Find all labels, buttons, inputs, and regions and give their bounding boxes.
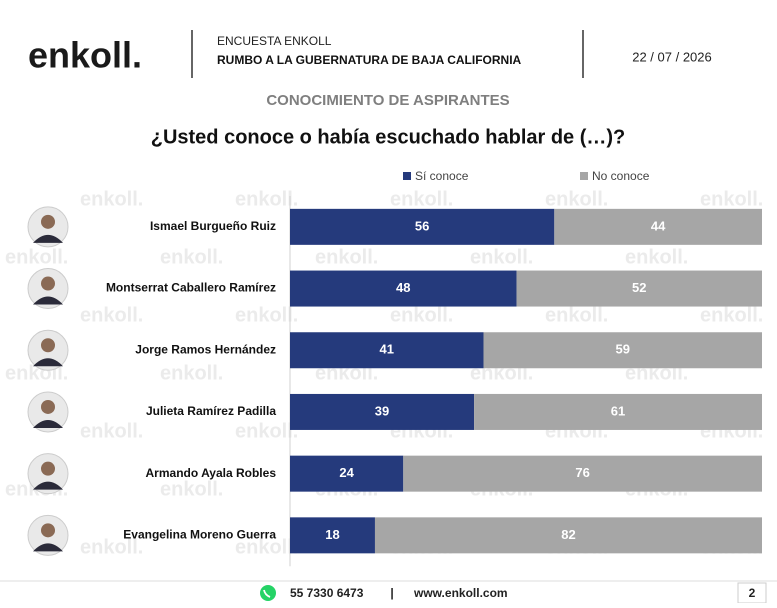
watermark: enkoll.: [700, 188, 763, 210]
watermark: enkoll.: [390, 304, 453, 326]
watermark: enkoll.: [160, 246, 223, 268]
value-label: 18: [325, 527, 339, 542]
value-label: 56: [415, 218, 429, 233]
bar-segment: [290, 270, 517, 307]
bar-segment: [483, 332, 762, 369]
category-label: Armando Ayala Robles: [146, 466, 277, 480]
bar-segment: [290, 517, 375, 554]
watermark: enkoll.: [315, 246, 378, 268]
watermark: enkoll.: [80, 188, 143, 210]
bar-segment: [516, 270, 762, 307]
value-label: 44: [651, 218, 666, 233]
website: www.enkoll.com: [413, 586, 508, 600]
photo-body: [33, 481, 63, 490]
chart-subtitle: ¿Usted conoce o había escuchado hablar d…: [151, 126, 626, 148]
photo-body: [33, 419, 63, 428]
legend-swatch: [580, 172, 588, 180]
bar-segment: [290, 208, 555, 245]
value-label: 48: [396, 280, 410, 295]
value-label: 61: [611, 403, 625, 418]
watermark: enkoll.: [235, 536, 298, 558]
legend-label: Sí conoce: [415, 169, 469, 183]
photo-head: [41, 338, 55, 353]
watermark: enkoll.: [160, 362, 223, 384]
bar-segment: [290, 332, 484, 369]
photo-head: [41, 461, 55, 476]
watermark: enkoll.: [235, 304, 298, 326]
watermark: enkoll.: [545, 304, 608, 326]
value-label: 76: [575, 465, 589, 480]
whatsapp-glyph: [263, 589, 271, 598]
legend-swatch: [403, 172, 411, 180]
bar-segment: [290, 455, 404, 492]
chart: Sí conoce No conoce Ismael Burgueño Ruiz 56…: [27, 169, 762, 567]
watermark: enkoll.: [80, 304, 143, 326]
watermark: enkoll.: [80, 536, 143, 558]
bar-segment: [290, 393, 475, 430]
photo-body: [33, 296, 63, 305]
value-label: 41: [380, 342, 394, 357]
watermark: enkoll.: [700, 304, 763, 326]
watermark: enkoll.: [5, 246, 68, 268]
watermark: enkoll.: [235, 188, 298, 210]
category-label: Montserrat Caballero Ramírez: [106, 281, 276, 295]
photo-head: [41, 399, 55, 414]
photo-body: [33, 234, 63, 243]
watermark: enkoll.: [625, 246, 688, 268]
photo-head: [41, 523, 55, 538]
watermark: enkoll.: [470, 246, 533, 268]
value-label: 52: [632, 280, 646, 295]
watermark: enkoll.: [80, 420, 143, 442]
category-label: Ismael Burgueño Ruiz: [150, 219, 276, 233]
photo-head: [41, 214, 55, 229]
value-label: 82: [561, 527, 575, 542]
bar-segment: [374, 517, 762, 554]
photo-head: [41, 276, 55, 291]
legend-label: No conoce: [592, 169, 650, 183]
category-label: Jorge Ramos Hernández: [135, 342, 276, 356]
separator: |: [390, 586, 393, 600]
date: 22 / 07 / 2026: [632, 49, 712, 64]
bar-segment: [403, 455, 762, 492]
page-number: 2: [749, 586, 756, 600]
value-label: 59: [616, 342, 630, 357]
phone: 55 7330 6473: [290, 586, 364, 600]
chart-title: CONOCIMIENTO DE ASPIRANTES: [266, 92, 509, 109]
logo: enkoll.: [28, 35, 142, 76]
value-label: 24: [339, 465, 354, 480]
watermark: enkoll.: [160, 478, 223, 500]
survey-label: ENCUESTA ENKOLL: [217, 34, 332, 48]
category-label: Julieta Ramírez Padilla: [146, 404, 276, 418]
survey-subtitle: RUMBO A LA GUBERNATURA DE BAJA CALIFORNI…: [217, 53, 522, 67]
whatsapp-icon: [260, 585, 276, 601]
watermark: enkoll.: [390, 188, 453, 210]
value-label: 39: [375, 403, 389, 418]
bar-segment: [554, 208, 762, 245]
watermark: enkoll.: [545, 188, 608, 210]
photo-body: [33, 358, 63, 367]
photo-body: [33, 543, 63, 552]
bar-segment: [474, 393, 762, 430]
watermark: enkoll.: [235, 420, 298, 442]
category-label: Evangelina Moreno Guerra: [123, 528, 276, 542]
